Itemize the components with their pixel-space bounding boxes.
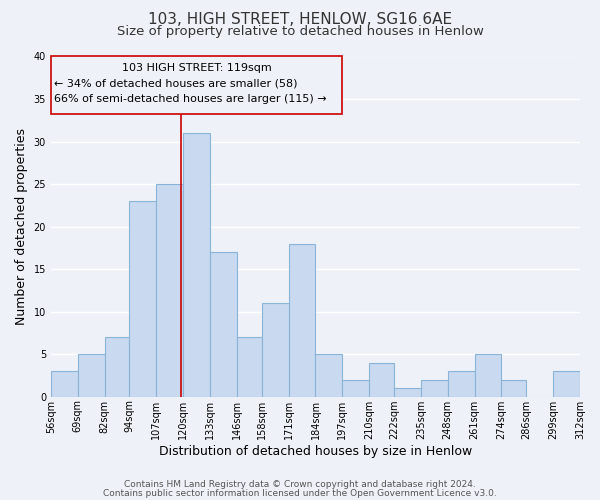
- Text: 103 HIGH STREET: 119sqm: 103 HIGH STREET: 119sqm: [122, 64, 271, 74]
- Bar: [157, 184, 183, 396]
- Bar: [237, 337, 262, 396]
- Text: Size of property relative to detached houses in Henlow: Size of property relative to detached ho…: [116, 25, 484, 38]
- Bar: [289, 244, 316, 396]
- Bar: [421, 380, 448, 396]
- Text: 103, HIGH STREET, HENLOW, SG16 6AE: 103, HIGH STREET, HENLOW, SG16 6AE: [148, 12, 452, 28]
- Bar: [104, 337, 130, 396]
- Text: Contains public sector information licensed under the Open Government Licence v3: Contains public sector information licen…: [103, 488, 497, 498]
- Bar: [183, 133, 210, 396]
- Bar: [130, 201, 157, 396]
- Bar: [51, 371, 78, 396]
- Y-axis label: Number of detached properties: Number of detached properties: [15, 128, 28, 325]
- Bar: [553, 371, 580, 396]
- X-axis label: Distribution of detached houses by size in Henlow: Distribution of detached houses by size …: [159, 444, 472, 458]
- Bar: [475, 354, 502, 397]
- Text: 66% of semi-detached houses are larger (115) →: 66% of semi-detached houses are larger (…: [54, 94, 326, 104]
- Text: Contains HM Land Registry data © Crown copyright and database right 2024.: Contains HM Land Registry data © Crown c…: [124, 480, 476, 489]
- Bar: [448, 371, 475, 396]
- Bar: [502, 380, 526, 396]
- Bar: [394, 388, 421, 396]
- Bar: [210, 252, 237, 396]
- Bar: [262, 303, 289, 396]
- Bar: [316, 354, 343, 397]
- Bar: [78, 354, 104, 397]
- Bar: [343, 380, 369, 396]
- FancyBboxPatch shape: [51, 56, 343, 114]
- Bar: [369, 362, 394, 396]
- Text: ← 34% of detached houses are smaller (58): ← 34% of detached houses are smaller (58…: [54, 78, 298, 88]
